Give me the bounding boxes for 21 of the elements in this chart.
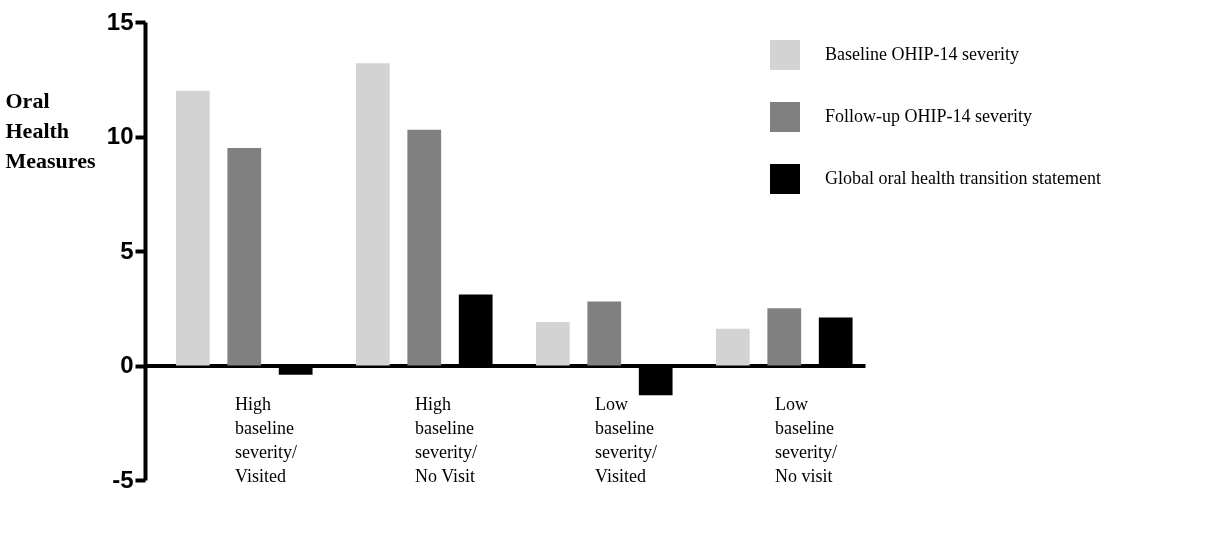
x-tick-label: High baseline severity/ Visited <box>235 394 297 486</box>
bar <box>355 63 390 366</box>
y-tick-label: 0 <box>120 351 134 378</box>
legend-label: Global oral health transition statement <box>825 168 1101 188</box>
bar <box>587 301 622 366</box>
y-tick-label: -5 <box>112 465 134 493</box>
legend-label: Baseline OHIP-14 severity <box>825 44 1019 64</box>
legend-label: Follow-up OHIP-14 severity <box>825 106 1032 126</box>
y-tick-label: 5 <box>120 236 134 264</box>
bar <box>227 147 262 366</box>
x-tick-label: Low baseline severity/ No visit <box>775 394 837 486</box>
bar <box>715 328 750 366</box>
y-tick-label: 10 <box>106 122 134 149</box>
y-axis-title: Oral Health Measures <box>5 87 96 173</box>
x-tick-label: High baseline severity/ No Visit <box>415 394 477 486</box>
bar <box>407 129 442 366</box>
x-tick-label: Low baseline severity/ Visited <box>595 394 657 486</box>
bar <box>767 308 802 366</box>
bar <box>175 90 210 366</box>
y-tick-label: 15 <box>106 7 134 35</box>
bar <box>535 321 570 366</box>
